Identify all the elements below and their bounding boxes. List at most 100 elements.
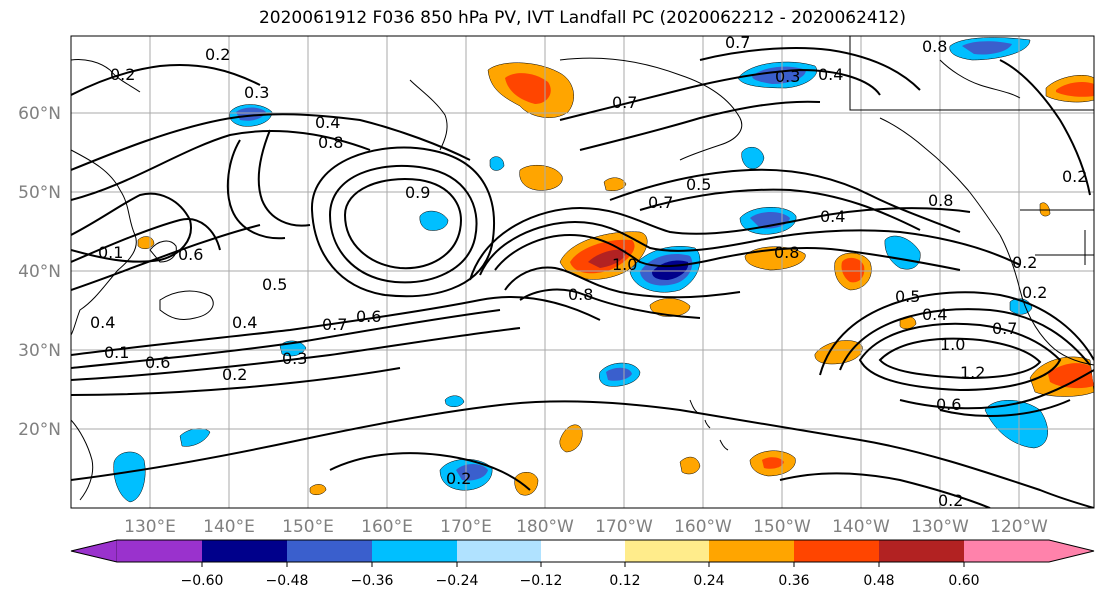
contour-label: 0.4 xyxy=(232,313,257,332)
lat-label: 20°N xyxy=(18,420,61,440)
contour-label: 0.5 xyxy=(686,175,711,194)
colorbar-tick-label: −0.12 xyxy=(520,573,563,589)
contour-label: 0.6 xyxy=(178,245,203,264)
contour-label: 0.7 xyxy=(322,315,347,334)
lon-label: 180°W xyxy=(516,517,574,537)
colorbar-segment xyxy=(372,540,457,562)
positive-anomaly xyxy=(514,472,539,496)
positive-anomaly xyxy=(1039,202,1051,217)
contour-label: 0.2 xyxy=(938,491,963,510)
colorbar-tick-label: −0.36 xyxy=(351,573,394,589)
lon-label: 170°W xyxy=(595,517,653,537)
contour-label: 0.2 xyxy=(205,45,230,64)
negative-anomaly xyxy=(179,428,211,447)
contour-label: 0.4 xyxy=(820,207,845,226)
colorbar-segment xyxy=(879,540,964,562)
contour-label: 0.3 xyxy=(775,67,800,86)
colorbar-tick-label: 0.24 xyxy=(693,573,724,589)
lat-label: 40°N xyxy=(18,262,61,282)
colorbar-segment xyxy=(625,540,709,562)
positive-anomaly xyxy=(588,249,627,268)
positive-anomaly xyxy=(762,457,784,469)
contour-label: 0.2 xyxy=(446,469,471,488)
colorbar-ticks xyxy=(201,562,965,567)
lon-label: 160°E xyxy=(361,517,413,537)
colorbar-segment xyxy=(541,540,625,562)
colorbar-tick-label: 0.48 xyxy=(863,573,894,589)
coastlines xyxy=(71,36,1094,501)
lon-label: 130°E xyxy=(124,517,176,537)
positive-anomaly xyxy=(309,484,327,495)
contour-label: 0.4 xyxy=(922,305,947,324)
lat-label: 60°N xyxy=(18,104,61,124)
lat-label: 30°N xyxy=(18,341,61,361)
contour-label: 0.8 xyxy=(568,285,593,304)
contour-label: 0.2 xyxy=(110,65,135,84)
contour-label: 0.5 xyxy=(895,287,920,306)
negative-anomaly xyxy=(113,451,146,503)
negative-anomaly xyxy=(444,395,465,407)
contour-label: 0.2 xyxy=(1022,283,1047,302)
contour-label: 0.4 xyxy=(315,113,340,132)
colorbar-segment xyxy=(709,540,794,562)
contour-label: 0.3 xyxy=(282,349,307,368)
contour-label: 1.0 xyxy=(940,335,965,354)
positive-anomaly xyxy=(649,298,691,317)
plot-title: 2020061912 F036 850 hPa PV, IVT Landfall… xyxy=(258,8,906,28)
contour-label: 0.2 xyxy=(1012,253,1037,272)
contour-label: 0.1 xyxy=(98,243,123,262)
colorbar-segment xyxy=(70,539,118,563)
negative-anomaly xyxy=(236,107,266,121)
negative-anomaly xyxy=(456,464,488,481)
colorbar-segment xyxy=(964,540,1049,562)
contour-label: 0.8 xyxy=(922,37,947,56)
contour-labels: 0.2 0.2 0.3 0.4 0.7 0.8 0.3 0.4 0.7 0.8 … xyxy=(90,33,1087,510)
colorbar-segment xyxy=(202,540,287,562)
lon-label: 130°W xyxy=(911,517,969,537)
lon-label: 120°W xyxy=(990,517,1048,537)
contour-label: 0.9 xyxy=(405,183,430,202)
lon-label: 140°W xyxy=(832,517,890,537)
positive-anomaly xyxy=(519,164,563,191)
contour-label: 0.6 xyxy=(936,395,961,414)
colorbar: −0.60 −0.48 −0.36 −0.24 −0.12 0.12 0.24 … xyxy=(70,539,1095,589)
contour-label: 0.7 xyxy=(648,193,673,212)
lon-label: 160°W xyxy=(674,517,732,537)
negative-anomaly xyxy=(606,367,632,381)
colorbar-tick-label: 0.12 xyxy=(609,573,640,589)
contour-label: 0.5 xyxy=(262,275,287,294)
colorbar-tick-label: 0.36 xyxy=(778,573,809,589)
positive-anomaly xyxy=(505,73,551,104)
contour-label: 1.0 xyxy=(612,255,637,274)
contour-label: 0.8 xyxy=(318,133,343,152)
negative-anomaly xyxy=(489,156,505,171)
colorbar-tick-label: 0.60 xyxy=(948,573,979,589)
positive-anomaly xyxy=(1056,82,1094,97)
positive-anomaly xyxy=(1048,363,1094,389)
positive-anomaly xyxy=(137,236,155,249)
contour-label: 0.4 xyxy=(90,313,115,332)
contour-label: 0.3 xyxy=(244,83,269,102)
contour-label: 0.6 xyxy=(145,353,170,372)
lon-label: 150°W xyxy=(753,517,811,537)
positive-anomaly xyxy=(679,456,701,475)
colorbar-segment xyxy=(287,540,372,562)
contour-label: 0.7 xyxy=(612,93,637,112)
contour-label: 0.1 xyxy=(104,343,129,362)
contour-label: 0.4 xyxy=(818,65,843,84)
lon-label: 170°E xyxy=(440,517,492,537)
latitude-labels: 60°N 50°N 40°N 30°N 20°N xyxy=(18,104,61,440)
colorbar-tick-label: −0.24 xyxy=(436,573,479,589)
contour-label: 0.2 xyxy=(1062,167,1087,186)
positive-anomaly xyxy=(559,424,583,453)
shading-layer xyxy=(113,37,1094,503)
contour-label: 0.6 xyxy=(356,307,381,326)
positive-anomaly xyxy=(841,257,865,283)
negative-anomaly xyxy=(741,146,765,169)
negative-anomaly xyxy=(419,210,449,231)
colorbar-segment xyxy=(1049,540,1094,562)
colorbar-segment xyxy=(794,540,879,562)
contour-label: 0.7 xyxy=(725,33,750,52)
colorbar-segment xyxy=(117,540,202,562)
